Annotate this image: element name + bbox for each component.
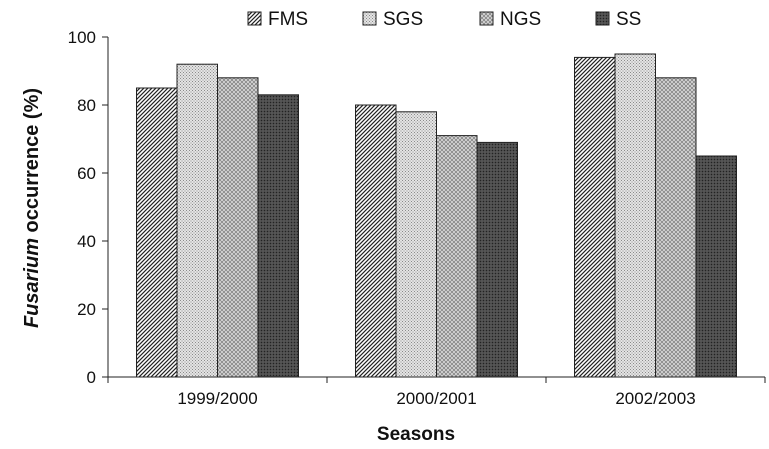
bar-fms-2	[574, 56, 616, 378]
legend-swatch-ss	[595, 11, 610, 26]
y-ticks: 0 20 40 60 80 100	[68, 28, 108, 387]
bar-fms-1	[355, 104, 397, 378]
y-axis-label-rest: occurrence (%)	[21, 88, 43, 238]
y-axis-label-italic: Fusarium	[21, 238, 43, 328]
bar-ngs-1	[436, 135, 478, 378]
y-tick-label: 20	[77, 300, 96, 319]
legend-label-fms: FMS	[268, 9, 308, 30]
y-tick-label: 0	[87, 368, 96, 387]
bar-ngs-2	[655, 77, 697, 378]
x-tick-label: 2002/2003	[615, 389, 695, 408]
bars-group	[136, 53, 737, 378]
legend-swatch-ngs	[479, 11, 494, 26]
bar-ss-1	[476, 141, 518, 378]
bar-sgs-0	[176, 63, 218, 378]
y-axis-label: Fusarium occurrence (%)	[21, 88, 43, 328]
axes-group	[107, 37, 765, 378]
y-tick-label: 60	[77, 164, 96, 183]
bar-sgs-1	[395, 111, 437, 378]
legend-label-ss: SS	[616, 9, 641, 30]
legend: FMS SGS NGS SS	[247, 9, 641, 30]
y-tick-label: 80	[77, 96, 96, 115]
bar-ngs-0	[217, 77, 259, 378]
bar-sgs-2	[614, 53, 656, 378]
bar-ss-0	[257, 94, 299, 378]
x-tick-label: 2000/2001	[396, 389, 476, 408]
legend-label-sgs: SGS	[383, 9, 423, 30]
y-tick-label: 100	[68, 28, 96, 47]
x-axis-label: Seasons	[377, 424, 455, 444]
legend-swatch-fms	[247, 11, 262, 26]
x-ticks: 1999/2000 2000/2001 2002/2003	[107, 377, 766, 408]
x-tick-label: 1999/2000	[177, 389, 257, 408]
bar-ss-2	[695, 155, 737, 378]
legend-label-ngs: NGS	[500, 9, 541, 30]
bar-fms-0	[136, 87, 178, 378]
y-tick-label: 40	[77, 232, 96, 251]
legend-swatch-sgs	[362, 11, 377, 26]
